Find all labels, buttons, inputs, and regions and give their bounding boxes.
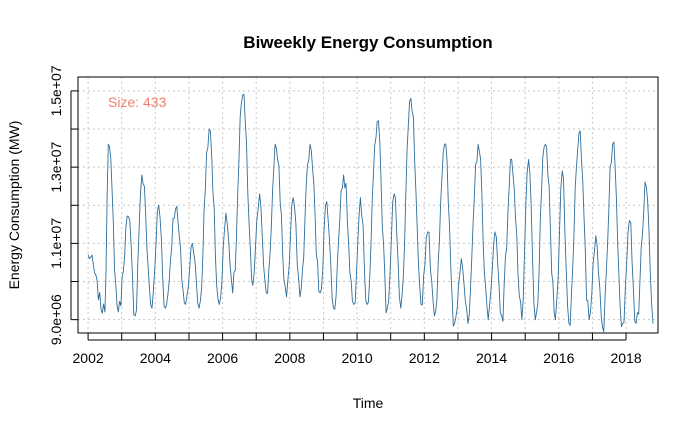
series [87, 94, 654, 333]
grid [78, 77, 658, 333]
x-tick-label: 2002 [73, 350, 104, 366]
axes: 2002 2004 2006 2008 2010 2012 2014 2016 2018 9.0e… [48, 65, 642, 366]
x-tick-label: 2016 [543, 350, 574, 366]
x-tick-label: 2012 [409, 350, 440, 366]
x-tick-label: 2004 [140, 350, 171, 366]
x-tick-label: 2010 [341, 350, 372, 366]
x-tick-label: 2008 [274, 350, 305, 366]
size-annotation: Size: 433 [108, 94, 167, 110]
chart-title: Biweekly Energy Consumption [243, 33, 492, 52]
x-axis-label: Time [353, 395, 384, 411]
y-tick-label: 9.0e+06 [48, 294, 64, 345]
y-axis-label: Energy Consumption (MW) [6, 121, 22, 290]
y-tick-label: 1.3e+07 [48, 141, 64, 192]
y-tick-label: 1.1e+07 [48, 218, 64, 269]
x-tick-label: 2018 [610, 350, 641, 366]
y-tick-label: 1.5e+07 [48, 65, 64, 116]
x-tick-label: 2006 [207, 350, 238, 366]
series-line [87, 94, 654, 333]
x-tick-label: 2014 [476, 350, 507, 366]
